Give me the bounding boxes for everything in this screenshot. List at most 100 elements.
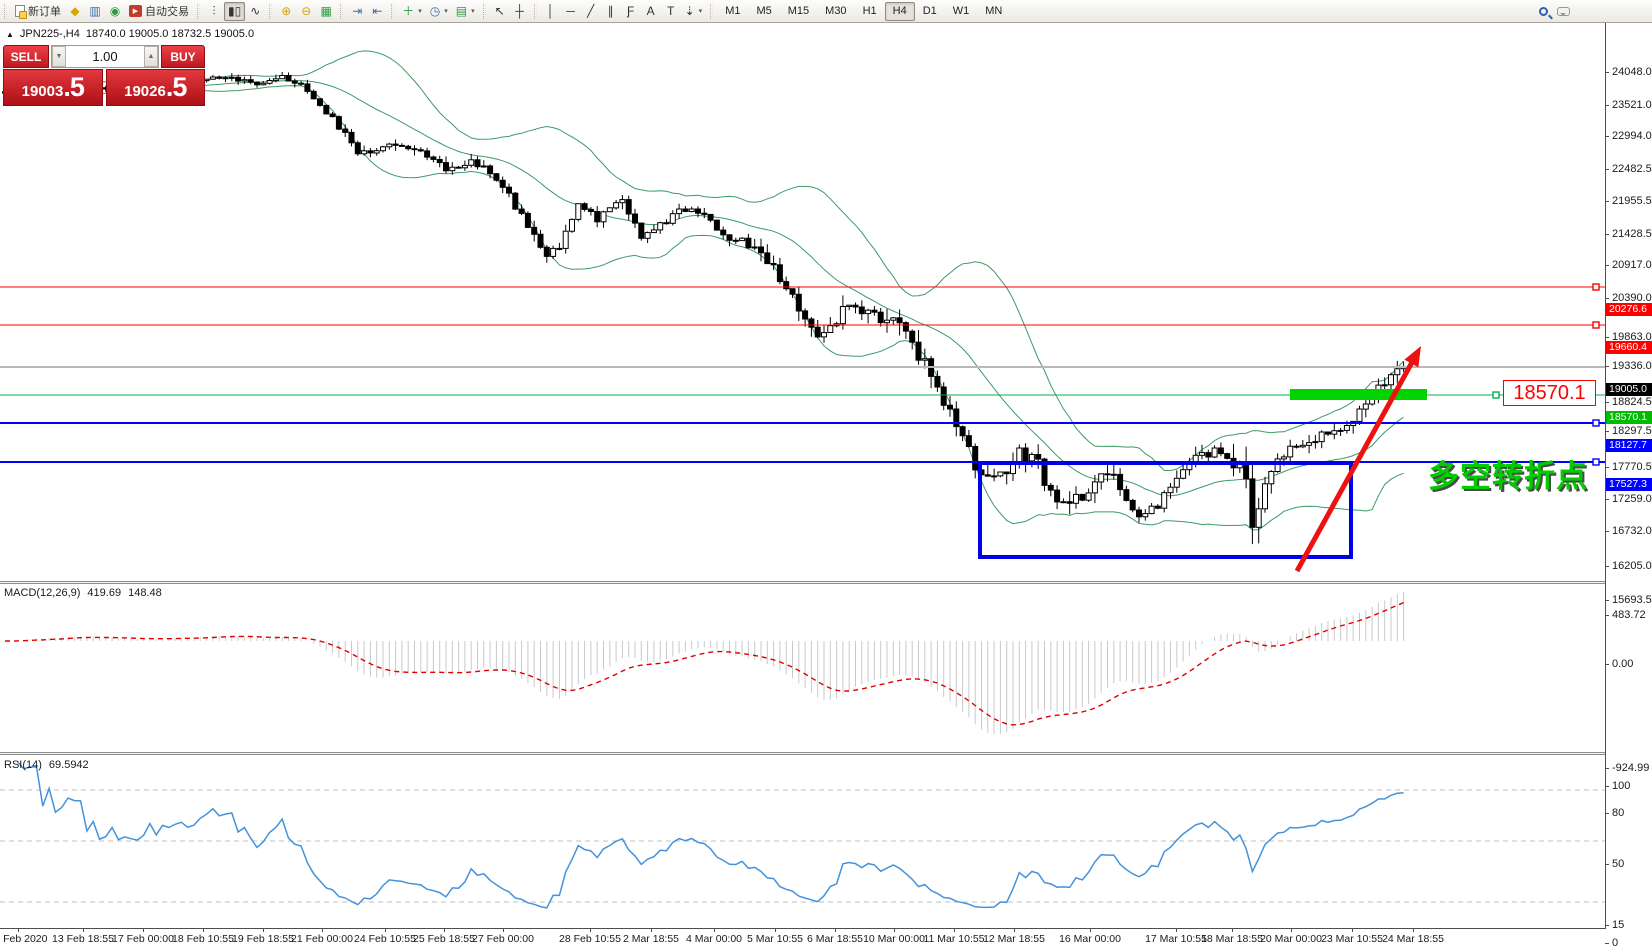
tf-button-M30[interactable]: M30 [825,5,847,17]
time-tick-label: 21 Feb 00:00 [291,933,353,945]
horizontal-line-tool-button[interactable]: ─ [561,2,581,21]
chevron-down-icon: ▾ [471,8,475,15]
toolbar-grip[interactable] [482,3,486,19]
candle-body [726,234,733,241]
gold-icon: ◆ [70,4,80,18]
bar-chart-button[interactable]: ⫶ [204,2,224,21]
text-label-tool-button[interactable]: T [661,2,681,21]
tf-button-M5[interactable]: M5 [756,5,772,17]
price-tick-label: 24048.0 [1612,66,1652,78]
consolidation-rectangle[interactable] [978,461,1353,559]
channel-tool-button[interactable]: ∥ [601,2,621,21]
candle-body [783,281,790,290]
toolbar-grip[interactable] [533,3,537,19]
chart-shift-button[interactable]: ⇤ [367,2,387,21]
panel-splitter[interactable] [0,752,1606,755]
zoom-in-button[interactable]: ⊕ [276,2,296,21]
lot-decrease-button[interactable]: ▼ [52,46,66,67]
lot-input[interactable]: 1.00 [92,49,118,64]
periods-button[interactable]: ◷ ▾ [426,2,452,21]
price-tag-label: 18570.1 [1606,411,1652,424]
candle-body [449,166,456,172]
tf-button-M1[interactable]: M1 [725,5,741,17]
main-chart-canvas[interactable] [0,23,1605,581]
time-tick-label: 16 Mar 00:00 [1059,933,1121,945]
candle-body [367,150,374,154]
candle-body [512,192,519,210]
green-highlight-band[interactable] [1290,389,1427,400]
auto-scroll-button[interactable]: ⇥ [347,2,367,21]
add-indicator-button[interactable]: ＋ ▾ [398,2,426,21]
candle-body [606,207,613,213]
tf-button-H1[interactable]: H1 [862,5,877,17]
lot-increase-button[interactable]: ▲ [144,46,158,67]
new-order-button[interactable]: 新订单 [11,2,65,21]
axis-tick-mark [1605,105,1609,106]
candle-body [310,90,317,100]
signal-button[interactable]: ◉ [105,2,125,21]
vertical-line-tool-button[interactable]: │ [541,2,561,21]
toolbar-grip[interactable] [340,3,344,19]
panel-splitter[interactable] [0,581,1606,584]
buy-price-box[interactable]: 19026 .5 [105,69,205,106]
crosshair-tool-button[interactable]: ┼ [510,2,530,21]
candle-body [1325,431,1331,435]
candle-body [216,76,223,79]
time-tick-label: 23 Mar 10:55 [1321,933,1383,945]
charts-window-button[interactable]: ▥ [85,2,105,21]
candle-body [657,222,664,231]
chat-button[interactable] [1553,2,1574,21]
macd-panel-canvas[interactable] [0,584,1605,752]
auto-trading-button[interactable]: ▶ 自动交易 [125,2,193,21]
cursor-tool-button[interactable]: ↖ [490,2,510,21]
toolbar-grip[interactable] [391,3,395,19]
toolbar-grip[interactable] [197,3,200,19]
fibonacci-tool-button[interactable]: Ƒ [621,2,641,21]
text-tool-button[interactable]: A [641,2,661,21]
tf-button-W1[interactable]: W1 [952,5,970,17]
candle-body [487,165,494,175]
tf-button-M15[interactable]: M15 [787,5,810,17]
time-axis-line[interactable] [0,928,1606,929]
toolbar-grip[interactable] [269,3,273,19]
candle-body [745,237,752,249]
tf-button-MN[interactable]: MN [985,5,1003,17]
tf-button-D1[interactable]: D1 [922,5,937,17]
line-handle[interactable] [1592,283,1600,291]
rsi-panel-canvas[interactable] [0,756,1605,928]
chart-symbol: JPN225-,H4 [19,28,80,40]
tile-windows-button[interactable]: ▦ [316,2,336,21]
toolbar-grip[interactable] [4,3,7,19]
search-button[interactable] [1533,2,1553,21]
trend-arrow[interactable] [1294,355,1418,573]
candle-body [543,246,550,257]
line-handle[interactable] [1592,419,1600,427]
candle-body [638,222,645,239]
candle-body [802,310,809,320]
tf-button-H4[interactable]: H4 [884,1,915,21]
line-chart-button[interactable]: ∿ [245,2,265,21]
line-handle[interactable] [1592,321,1600,329]
candlestick-chart-button[interactable]: ▮▯ [224,1,246,21]
price-tick-label: 22482.5 [1612,163,1652,175]
price-axis-line[interactable] [1605,23,1606,928]
line-handle[interactable] [1592,458,1600,466]
axis-tick-mark [1605,531,1609,532]
sell-price-box[interactable]: 19003 .5 [3,69,103,106]
macd-main-value: 419.69 [87,587,122,599]
sell-button[interactable]: SELL [3,45,49,68]
buy-button[interactable]: BUY [161,45,205,68]
price-annotation-label[interactable]: 18570.1 [1503,380,1596,406]
zoom-out-button[interactable]: ⊖ [296,2,316,21]
templates-button[interactable]: ▤ ▾ [452,2,479,21]
turning-point-annotation[interactable]: 多空转折点 [1428,459,1588,494]
gold-button[interactable]: ◆ [65,2,85,21]
time-tick-mark [1014,928,1015,932]
arrows-tool-button[interactable]: ⇣ ▾ [681,2,707,21]
price-tag-label: 19005.0 [1606,383,1652,396]
line-handle[interactable] [1492,391,1500,399]
candle-body [1249,478,1256,528]
trendline-tool-button[interactable]: ╱ [581,2,601,21]
toolbar-grip[interactable] [710,3,714,19]
